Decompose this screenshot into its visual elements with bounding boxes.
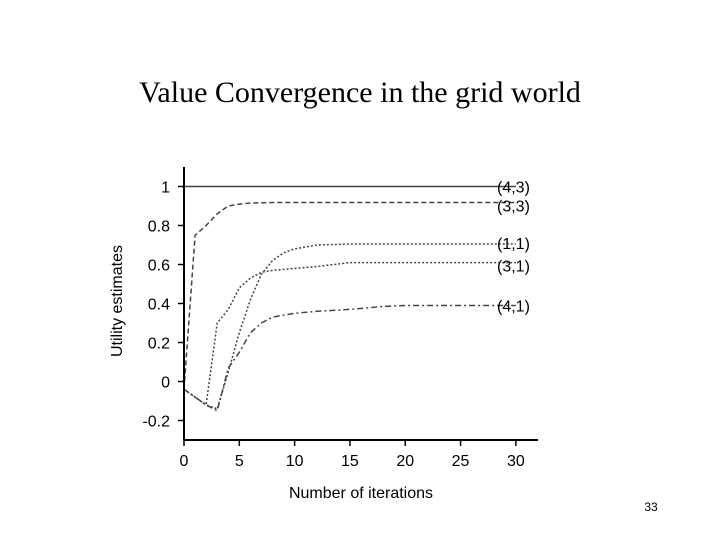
y-tick-label: 0.6 — [148, 258, 170, 275]
x-tick-label: 25 — [452, 453, 470, 470]
y-tick-label: 1 — [161, 180, 170, 197]
series-line-4 — [183, 261, 516, 407]
legend-labels: (4,3)(3,3) (1,1) (3,1) (4,1) — [497, 180, 530, 316]
x-tick-label: 15 — [341, 453, 359, 470]
series-line-2 — [183, 201, 516, 390]
slide-number: 33 — [644, 500, 658, 514]
plot-lines — [183, 185, 516, 412]
x-tick-label: 0 — [180, 453, 189, 470]
x-tick-label: 30 — [507, 453, 525, 470]
series-label-5: (4,1) — [497, 298, 530, 315]
series-label-4: (3,1) — [497, 259, 530, 276]
y-axis-label: Utility estimates — [109, 245, 126, 357]
x-axis-label: Number of iterations — [289, 485, 433, 502]
series-label-3: (1,1) — [497, 236, 530, 253]
x-tick-label: 5 — [235, 453, 244, 470]
slide-title: Value Convergence in the grid world — [139, 76, 581, 109]
x-tick-label: 20 — [396, 453, 414, 470]
series-label-1: (4,3) — [497, 180, 530, 197]
y-tick-label: 0 — [161, 375, 170, 392]
tick-labels: -0.200.20.40.60.810 5 10 15 20 25 30 — [142, 180, 524, 471]
y-tick-label: 0.2 — [148, 336, 170, 353]
y-tick-label: -0.2 — [142, 414, 170, 431]
y-tick-label: 0.8 — [148, 219, 170, 236]
series-line-3 — [183, 243, 516, 410]
y-tick-label: 0.4 — [148, 297, 170, 314]
series-label-2: (3,3) — [497, 198, 530, 215]
axes — [178, 167, 538, 446]
series-line-5 — [183, 304, 516, 412]
x-tick-label: 10 — [286, 453, 304, 470]
